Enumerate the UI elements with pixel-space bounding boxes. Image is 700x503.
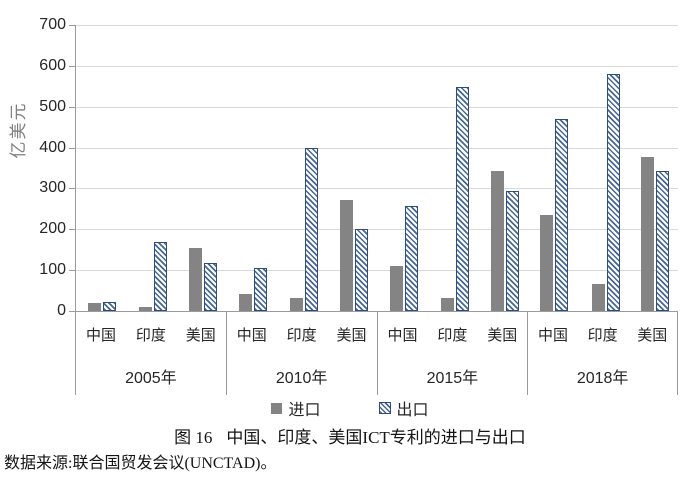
export-swatch-icon	[378, 402, 391, 414]
import-bar	[339, 199, 353, 311]
gridline	[75, 188, 678, 190]
country-label: 中国	[236, 326, 267, 344]
export-bar	[606, 74, 620, 311]
country-label: 印度	[135, 326, 166, 344]
import-bar	[290, 298, 304, 311]
category-axis: 中国 印度 美国 2005年 中国 印度 美国 2010年 中国 印度 美国 2015年 中国 印度 美国 2…	[75, 312, 678, 395]
year-label: 2015年	[426, 369, 479, 387]
y-tick-label: 0	[57, 302, 66, 319]
y-tick-label: 600	[39, 56, 66, 74]
y-tick-mark	[69, 270, 75, 272]
y-tick-mark	[69, 25, 75, 26]
export-bar	[103, 301, 117, 311]
y-tick-label: 400	[39, 138, 66, 156]
legend-item-import: 进口	[271, 396, 321, 420]
country-row: 中国 印度 美国	[528, 312, 677, 356]
gridline	[75, 65, 678, 67]
import-bar	[139, 306, 153, 311]
legend-export-label: 出口	[396, 402, 429, 419]
y-tick-mark	[69, 106, 75, 108]
gridline	[75, 270, 678, 272]
country-row: 中国 印度 美国	[378, 312, 528, 356]
y-tick-label: 500	[39, 97, 66, 115]
y-tick-mark	[69, 229, 75, 231]
y-tick-label: 300	[39, 179, 66, 197]
year-label: 2005年	[125, 369, 177, 387]
export-bar	[505, 191, 519, 311]
export-bar	[204, 263, 218, 311]
legend-import-label: 进口	[288, 402, 321, 419]
import-bar	[490, 171, 504, 311]
export-bar	[455, 87, 469, 311]
gridline	[75, 229, 678, 231]
figure-caption: 图 16 中国、印度、美国ICT专利的进口与出口	[0, 423, 700, 448]
year-group-cell: 中国 印度 美国 2015年	[376, 312, 528, 395]
export-bar	[656, 170, 670, 311]
import-bar	[641, 156, 655, 311]
gridline	[75, 25, 678, 26]
import-bar	[189, 248, 203, 311]
year-group-cell: 中国 印度 美国 2010年	[225, 312, 377, 395]
y-tick-label: 100	[39, 261, 66, 279]
y-tick-label: 700	[39, 16, 66, 33]
y-tick-mark	[69, 188, 75, 190]
legend-item-export: 出口	[378, 396, 429, 420]
import-bar	[591, 284, 605, 311]
year-label: 2010年	[275, 369, 328, 387]
year-group-cell: 中国 印度 美国 2018年	[527, 312, 678, 395]
year-label: 2018年	[576, 369, 629, 387]
import-bar	[88, 302, 102, 311]
export-bar	[555, 118, 569, 311]
country-label: 美国	[185, 326, 216, 344]
country-row: 中国 印度 美国	[76, 312, 226, 356]
legend: 进口 出口	[0, 397, 700, 419]
y-tick-mark	[69, 65, 75, 67]
y-tick-label: 200	[39, 220, 66, 238]
export-bar	[253, 267, 267, 311]
y-tick-mark	[69, 147, 75, 149]
country-label: 印度	[437, 326, 468, 344]
y-axis-line	[75, 25, 76, 311]
source-note: 数据来源:联合国贸发会议(UNCTAD)。	[4, 455, 277, 472]
country-label: 印度	[587, 326, 618, 344]
import-bar	[238, 293, 252, 311]
country-label: 美国	[336, 326, 367, 344]
export-bar	[354, 229, 368, 311]
country-label: 中国	[85, 326, 116, 344]
import-bar	[440, 297, 454, 311]
country-label: 中国	[538, 326, 569, 344]
gridline	[75, 147, 678, 149]
export-bar	[305, 147, 319, 311]
import-bar	[540, 214, 554, 311]
export-bar	[404, 205, 418, 311]
import-swatch-icon	[271, 402, 283, 414]
figure-number: 图 16	[174, 428, 213, 447]
x-axis-line	[75, 311, 678, 312]
country-label: 印度	[286, 326, 317, 344]
country-label: 美国	[487, 326, 518, 344]
country-row: 中国 印度 美国	[227, 312, 377, 356]
gridline	[75, 106, 678, 108]
y-tick-mark	[69, 311, 75, 312]
country-label: 美国	[637, 326, 668, 344]
export-bar	[154, 242, 168, 311]
year-group-cell: 中国 印度 美国 2005年	[75, 312, 226, 395]
country-label: 中国	[387, 326, 418, 344]
import-bar	[389, 266, 403, 311]
figure-title: 中国、印度、美国ICT专利的进口与出口	[226, 428, 526, 447]
